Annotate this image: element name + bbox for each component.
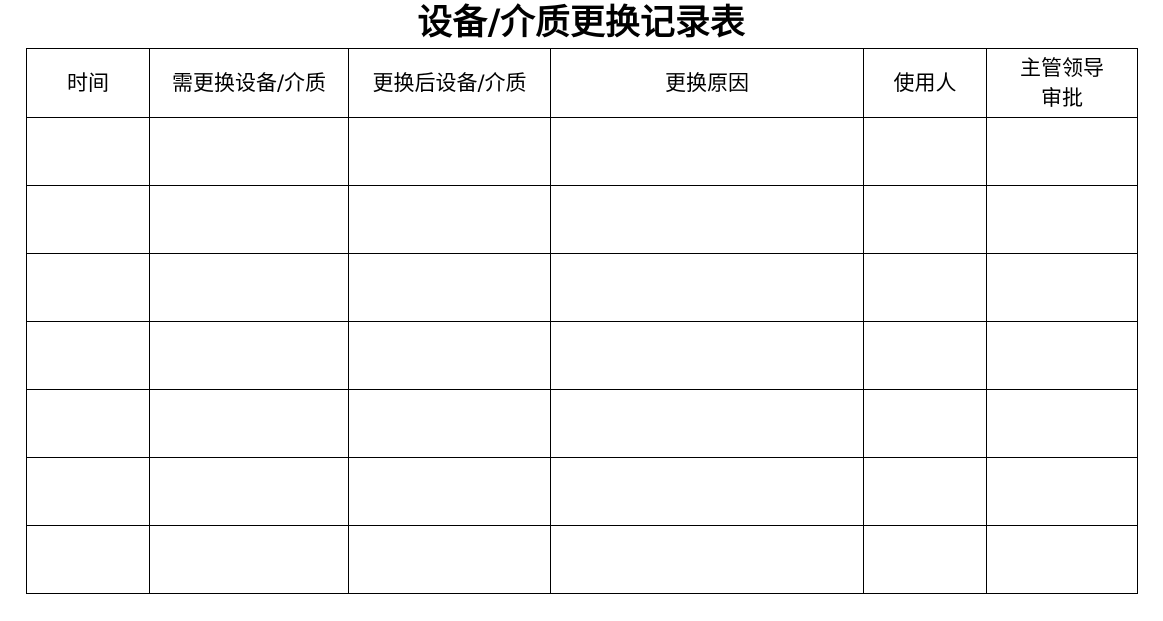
- cell-reason[interactable]: [550, 185, 864, 254]
- cell-reason[interactable]: [550, 457, 864, 526]
- cell-new-device[interactable]: [348, 389, 551, 458]
- table-row: [26, 117, 1138, 186]
- cell-old-device[interactable]: [149, 117, 349, 186]
- document-title: 设备/介质更换记录表: [417, 2, 746, 43]
- cell-approval[interactable]: [986, 321, 1138, 390]
- cell-approval[interactable]: [986, 253, 1138, 322]
- cell-approval[interactable]: [986, 389, 1138, 458]
- cell-old-device[interactable]: [149, 389, 349, 458]
- cell-new-device[interactable]: [348, 525, 551, 594]
- cell-time[interactable]: [26, 321, 150, 390]
- table-row: [26, 185, 1138, 254]
- cell-approval[interactable]: [986, 185, 1138, 254]
- header-new-device: 更换后设备/介质: [348, 48, 551, 118]
- cell-user[interactable]: [863, 321, 987, 390]
- cell-old-device[interactable]: [149, 253, 349, 322]
- cell-user[interactable]: [863, 525, 987, 594]
- cell-new-device[interactable]: [348, 185, 551, 254]
- cell-approval[interactable]: [986, 117, 1138, 186]
- header-old-device: 需更换设备/介质: [149, 48, 349, 118]
- cell-reason[interactable]: [550, 321, 864, 390]
- table-row: [26, 253, 1138, 322]
- header-time: 时间: [26, 48, 150, 118]
- cell-time[interactable]: [26, 117, 150, 186]
- cell-time[interactable]: [26, 525, 150, 594]
- cell-user[interactable]: [863, 185, 987, 254]
- header-reason: 更换原因: [550, 48, 864, 118]
- cell-old-device[interactable]: [149, 321, 349, 390]
- cell-user[interactable]: [863, 389, 987, 458]
- header-user: 使用人: [863, 48, 987, 118]
- cell-reason[interactable]: [550, 389, 864, 458]
- cell-user[interactable]: [863, 117, 987, 186]
- cell-new-device[interactable]: [348, 457, 551, 526]
- cell-new-device[interactable]: [348, 253, 551, 322]
- cell-time[interactable]: [26, 457, 150, 526]
- header-row: 时间 需更换设备/介质 更换后设备/介质 更换原因 使用人 主管领导 审批: [26, 48, 1138, 118]
- cell-user[interactable]: [863, 253, 987, 322]
- cell-reason[interactable]: [550, 525, 864, 594]
- cell-old-device[interactable]: [149, 525, 349, 594]
- cell-time[interactable]: [26, 185, 150, 254]
- table-row: [26, 525, 1138, 594]
- cell-new-device[interactable]: [348, 321, 551, 390]
- table-row: [26, 321, 1138, 390]
- cell-user[interactable]: [863, 457, 987, 526]
- cell-old-device[interactable]: [149, 457, 349, 526]
- cell-approval[interactable]: [986, 525, 1138, 594]
- cell-reason[interactable]: [550, 117, 864, 186]
- cell-new-device[interactable]: [348, 117, 551, 186]
- table-row: [26, 457, 1138, 526]
- cell-time[interactable]: [26, 389, 150, 458]
- cell-reason[interactable]: [550, 253, 864, 322]
- table-row: [26, 389, 1138, 458]
- replacement-record-table: 时间 需更换设备/介质 更换后设备/介质 更换原因 使用人 主管领导 审批: [26, 48, 1138, 594]
- header-approval: 主管领导 审批: [986, 48, 1138, 118]
- cell-approval[interactable]: [986, 457, 1138, 526]
- cell-time[interactable]: [26, 253, 150, 322]
- cell-old-device[interactable]: [149, 185, 349, 254]
